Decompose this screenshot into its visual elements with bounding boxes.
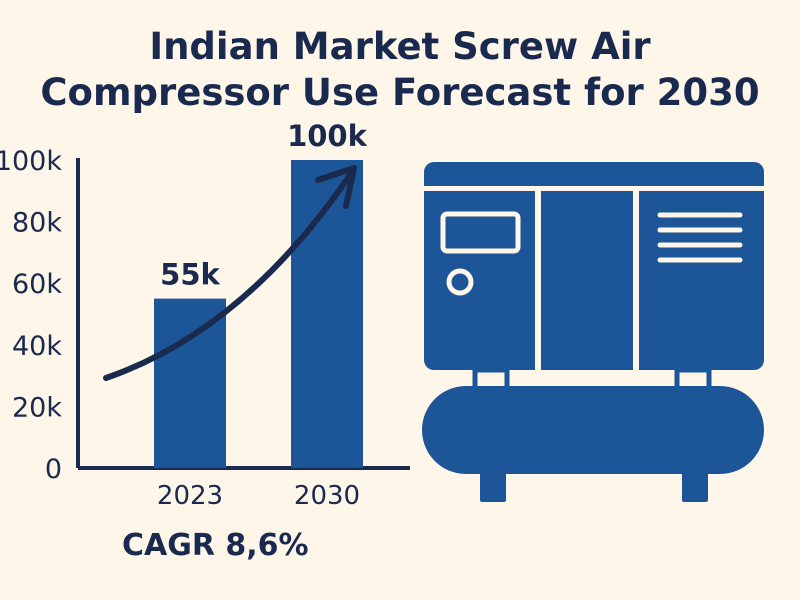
x-tick-label: 2023 [157, 481, 223, 511]
cagr-label: CAGR 8,6% [122, 528, 309, 563]
y-tick-label: 80k [12, 208, 62, 239]
chart-title: Indian Market Screw Air Compressor Use F… [0, 24, 800, 116]
compressor-tank [422, 386, 764, 474]
y-tick-label: 0 [45, 454, 62, 485]
y-tick-label: 20k [12, 392, 62, 423]
control-knob [446, 268, 474, 296]
trend-arrowhead [315, 165, 357, 209]
y-tick-label: 40k [12, 331, 62, 362]
vent-grille [657, 212, 743, 263]
title-line-1: Indian Market Screw Air [149, 25, 651, 68]
title-line-2: Compressor Use Forecast for 2030 [40, 71, 760, 114]
x-tick-label: 2030 [294, 481, 360, 511]
y-tick-label: 100k [0, 146, 62, 177]
control-display [440, 211, 521, 254]
trend-arrow-icon [103, 169, 355, 381]
bar [154, 298, 226, 468]
y-tick-label: 60k [12, 269, 62, 300]
bar-value-label: 100k [287, 119, 368, 153]
compressor-cabinet [424, 162, 764, 370]
bar-value-label: 55k [160, 258, 220, 292]
screw-air-compressor-icon [422, 162, 764, 502]
